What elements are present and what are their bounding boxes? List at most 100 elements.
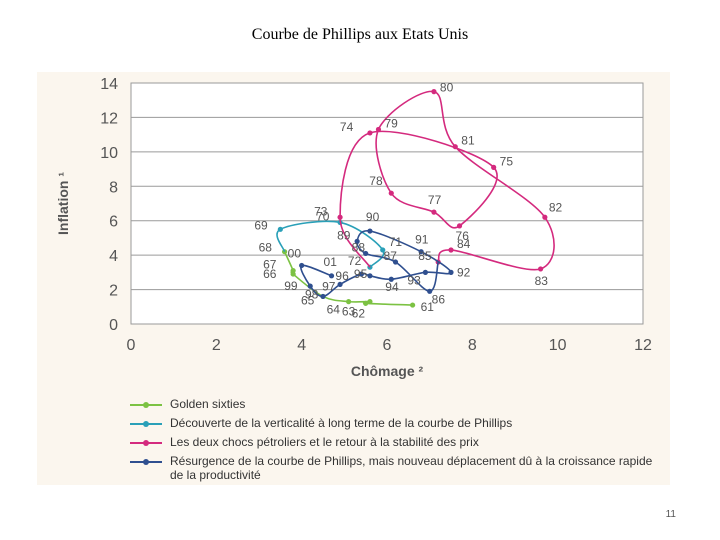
y-tick-label: 10 <box>100 145 118 162</box>
legend-swatch <box>130 457 162 467</box>
legend-swatch <box>130 438 162 448</box>
point-label-74: 74 <box>340 120 354 134</box>
point-label-71: 71 <box>389 235 403 249</box>
data-point-89 <box>354 238 360 244</box>
data-point-87 <box>392 259 399 265</box>
legend-label: Résurgence de la courbe de Phillips, mai… <box>170 454 653 482</box>
y-axis-title: Inflation ¹ <box>55 172 71 235</box>
y-tick-label: 6 <box>109 214 118 231</box>
series-layer <box>276 89 555 308</box>
legend-label: Découverte de la verticalité à long term… <box>170 416 513 430</box>
point-label-84: 84 <box>457 237 471 251</box>
point-label-70: 70 <box>316 209 330 223</box>
y-tick-label: 0 <box>109 317 118 334</box>
data-point-96 <box>358 271 364 277</box>
point-label-00: 00 <box>288 246 302 260</box>
point-label-82: 82 <box>549 200 563 214</box>
legend-item-2: Découverte de la verticalité à long term… <box>130 416 660 430</box>
data-point-73 <box>337 214 343 220</box>
point-label-77: 77 <box>428 193 442 207</box>
data-point-63 <box>367 299 373 305</box>
data-point-01 <box>328 273 335 279</box>
data-point-78 <box>388 190 394 196</box>
legend-item-3: Les deux chocs pétroliers et le retour à… <box>130 435 660 449</box>
data-point-75 <box>491 164 497 170</box>
data-point-79 <box>375 126 382 133</box>
point-label-96: 96 <box>335 269 349 283</box>
data-point-80 <box>431 89 437 95</box>
point-label-85: 85 <box>418 249 432 263</box>
point-label-95: 95 <box>354 267 368 281</box>
legend-label: Les deux chocs pétroliers et le retour à… <box>170 435 479 449</box>
data-point-81 <box>452 144 458 150</box>
point-label-72: 72 <box>348 254 362 268</box>
y-tick-label: 2 <box>109 283 118 300</box>
point-label-90: 90 <box>366 210 380 224</box>
x-tick-label: 2 <box>212 337 221 354</box>
y-tick-label: 14 <box>100 76 118 93</box>
point-label-73: 73 <box>314 204 328 218</box>
y-tick-label: 8 <box>109 179 118 196</box>
x-tick-label: 4 <box>297 337 306 354</box>
point-label-94: 94 <box>385 280 399 294</box>
data-point-95 <box>367 273 373 279</box>
point-label-75: 75 <box>500 154 514 168</box>
plot-frame <box>130 82 644 325</box>
point-label-64: 64 <box>327 303 341 317</box>
x-tick-label: 8 <box>468 337 477 354</box>
data-point-86 <box>427 288 433 294</box>
point-label-62: 62 <box>352 306 366 320</box>
point-label-61: 61 <box>421 300 435 314</box>
data-point-97 <box>337 281 343 288</box>
plot-area <box>131 83 643 324</box>
data-point-77 <box>431 209 437 215</box>
data-point-69 <box>277 226 283 232</box>
page-number: 11 <box>665 509 676 520</box>
data-point-74 <box>367 130 373 136</box>
point-label-78: 78 <box>369 174 383 188</box>
y-tick-label: 12 <box>100 110 118 127</box>
x-tick-label: 10 <box>549 337 567 354</box>
legend-item-4: Résurgence de la courbe de Phillips, mai… <box>130 454 660 482</box>
x-tick-label: 12 <box>634 337 652 354</box>
data-point-92 <box>448 269 454 275</box>
point-label-69: 69 <box>254 218 268 232</box>
data-point-88 <box>363 250 369 257</box>
data-point-61 <box>410 302 416 308</box>
data-point-64 <box>346 299 352 305</box>
point-label-89: 89 <box>337 228 351 242</box>
point-label-66: 66 <box>263 267 277 281</box>
point-label-86: 86 <box>432 292 446 306</box>
point-label-81: 81 <box>461 134 475 148</box>
point-label-91: 91 <box>415 233 429 247</box>
x-axis-title: Chômage ² <box>351 363 424 379</box>
point-label-80: 80 <box>440 81 454 95</box>
point-label-99: 99 <box>284 279 298 293</box>
point-label-68: 68 <box>259 241 273 255</box>
point-label-01: 01 <box>324 255 338 269</box>
data-point-67 <box>290 268 296 274</box>
point-label-79: 79 <box>384 116 398 130</box>
data-point-84 <box>448 247 454 253</box>
point-label-65: 65 <box>301 293 315 307</box>
data-point-71 <box>380 247 386 253</box>
legend-swatch <box>130 400 162 410</box>
point-label-97: 97 <box>322 279 336 293</box>
point-label-98: 98 <box>305 287 319 301</box>
legend-item-1: Golden sixties <box>130 397 660 411</box>
data-point-82 <box>542 214 548 220</box>
legend-label: Golden sixties <box>170 397 246 411</box>
point-label-92: 92 <box>457 265 471 279</box>
slide-title: Courbe de Phillips aux Etats Unis <box>251 26 469 43</box>
data-point-83 <box>538 266 544 272</box>
data-point-91 <box>418 249 424 255</box>
data-point-76 <box>456 223 463 229</box>
data-point-93 <box>422 269 428 275</box>
grid-layer <box>131 82 643 325</box>
point-label-88: 88 <box>352 240 366 254</box>
point-label-93: 93 <box>407 273 421 287</box>
x-tick-label: 0 <box>127 337 136 354</box>
data-point-98 <box>320 293 326 300</box>
